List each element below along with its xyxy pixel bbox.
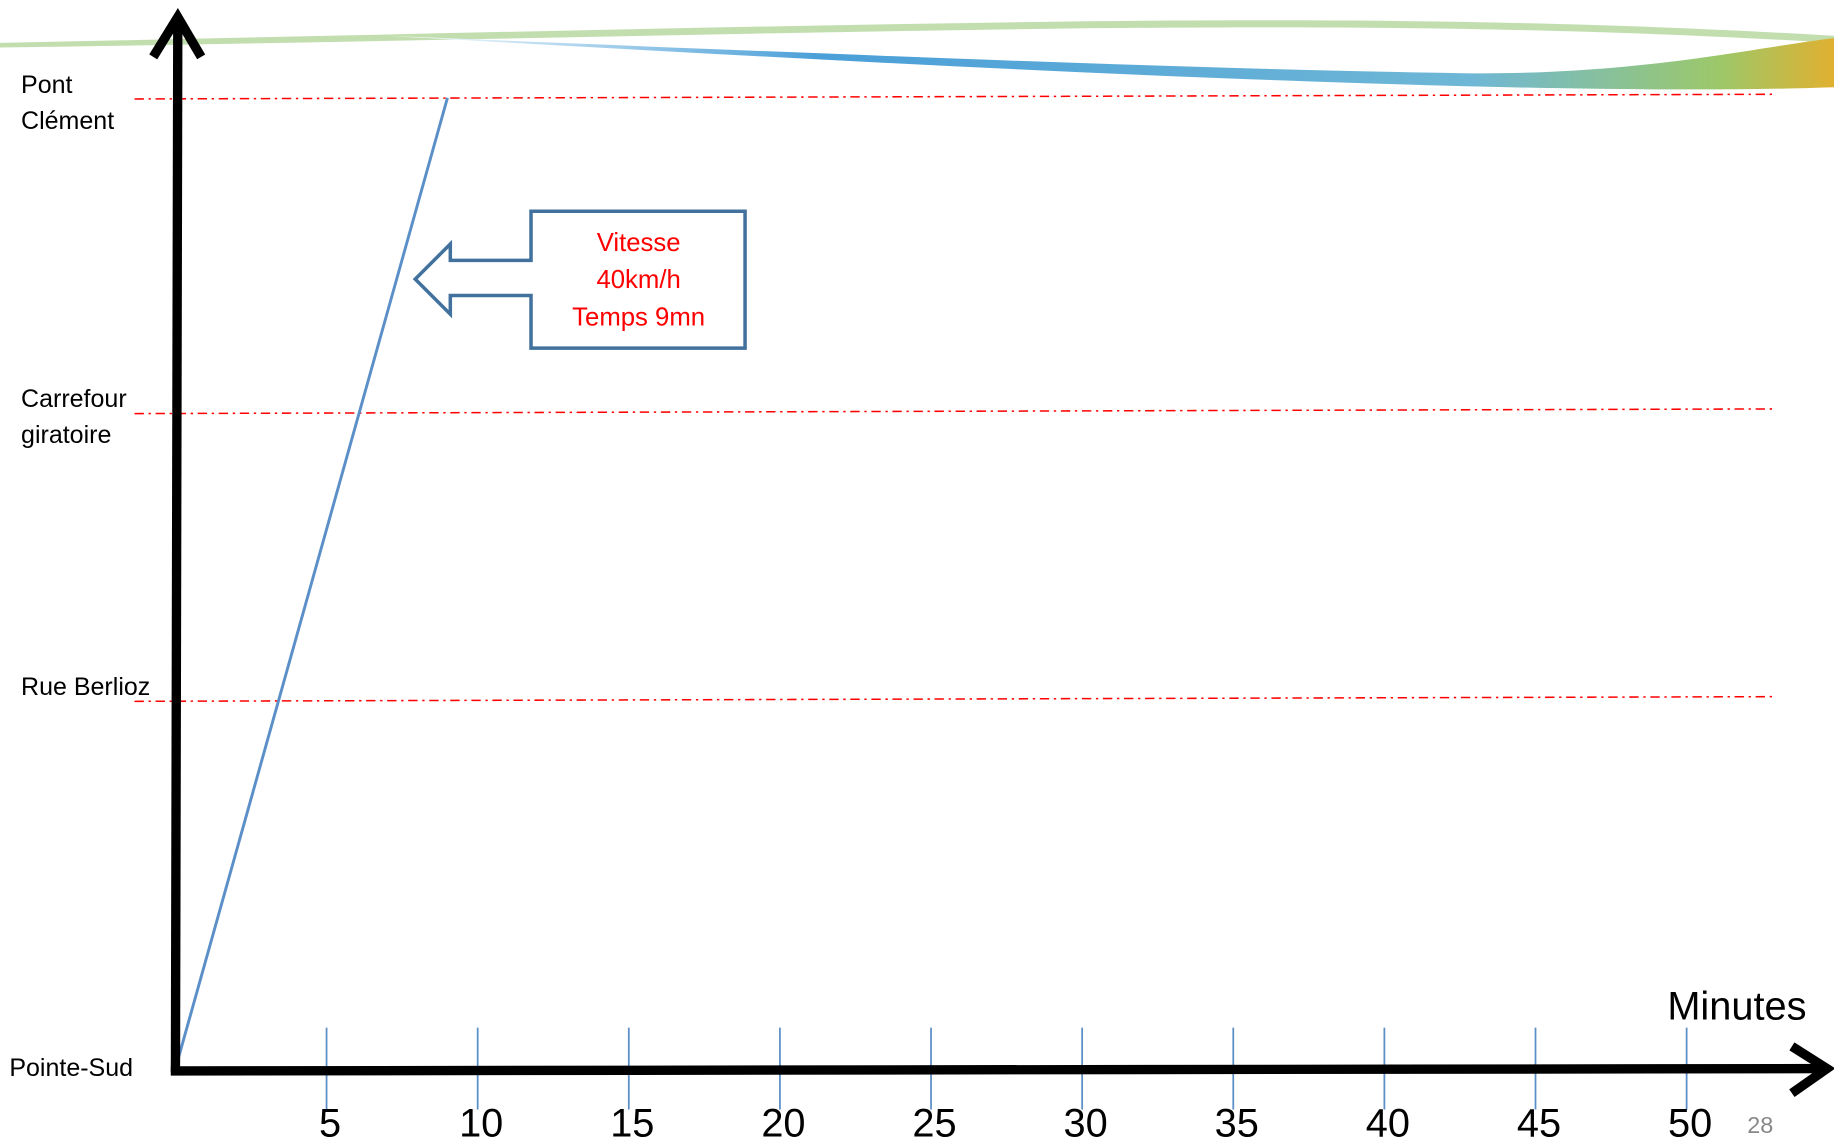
grid-line — [134, 93, 1776, 100]
callout-arrow — [412, 209, 747, 350]
x-axis-title: Minutes — [1667, 984, 1806, 1028]
page-number: 28 — [1747, 1112, 1773, 1138]
y-axis-arrow — [149, 8, 206, 60]
line-series — [174, 97, 449, 1069]
x-tick-label: 20 — [761, 1101, 805, 1143]
plot — [134, 93, 1776, 1110]
x-tick-label: 15 — [610, 1101, 654, 1143]
annotation-text: Vitesse — [597, 229, 681, 257]
x-tick-label: 5 — [319, 1101, 341, 1143]
annotation-text: 40km/h — [596, 266, 680, 294]
y-category-label: Rue Berlioz — [21, 673, 151, 702]
x-tick-label: 45 — [1517, 1101, 1561, 1143]
y-category-label: Carrefour giratoire — [21, 385, 127, 450]
x-tick-label: 25 — [912, 1101, 956, 1143]
x-tick-label: 30 — [1064, 1101, 1108, 1143]
grid-line — [134, 695, 1776, 703]
y-axis — [170, 24, 183, 1073]
decoration — [0, 20, 1834, 90]
x-tick-label: 40 — [1366, 1101, 1410, 1143]
y-category-label: Pointe-Sud — [9, 1053, 134, 1082]
grid-line — [134, 408, 1776, 415]
x-tick-label: 35 — [1215, 1101, 1259, 1143]
y-category-label: Pont Clément — [21, 70, 115, 135]
x-tick-label: 50 — [1668, 1101, 1712, 1143]
x-tick-label: 10 — [459, 1101, 503, 1143]
x-axis-arrow — [1789, 1042, 1834, 1097]
annotation-text: Temps 9mn — [572, 304, 705, 332]
x-axis — [170, 1063, 1825, 1076]
